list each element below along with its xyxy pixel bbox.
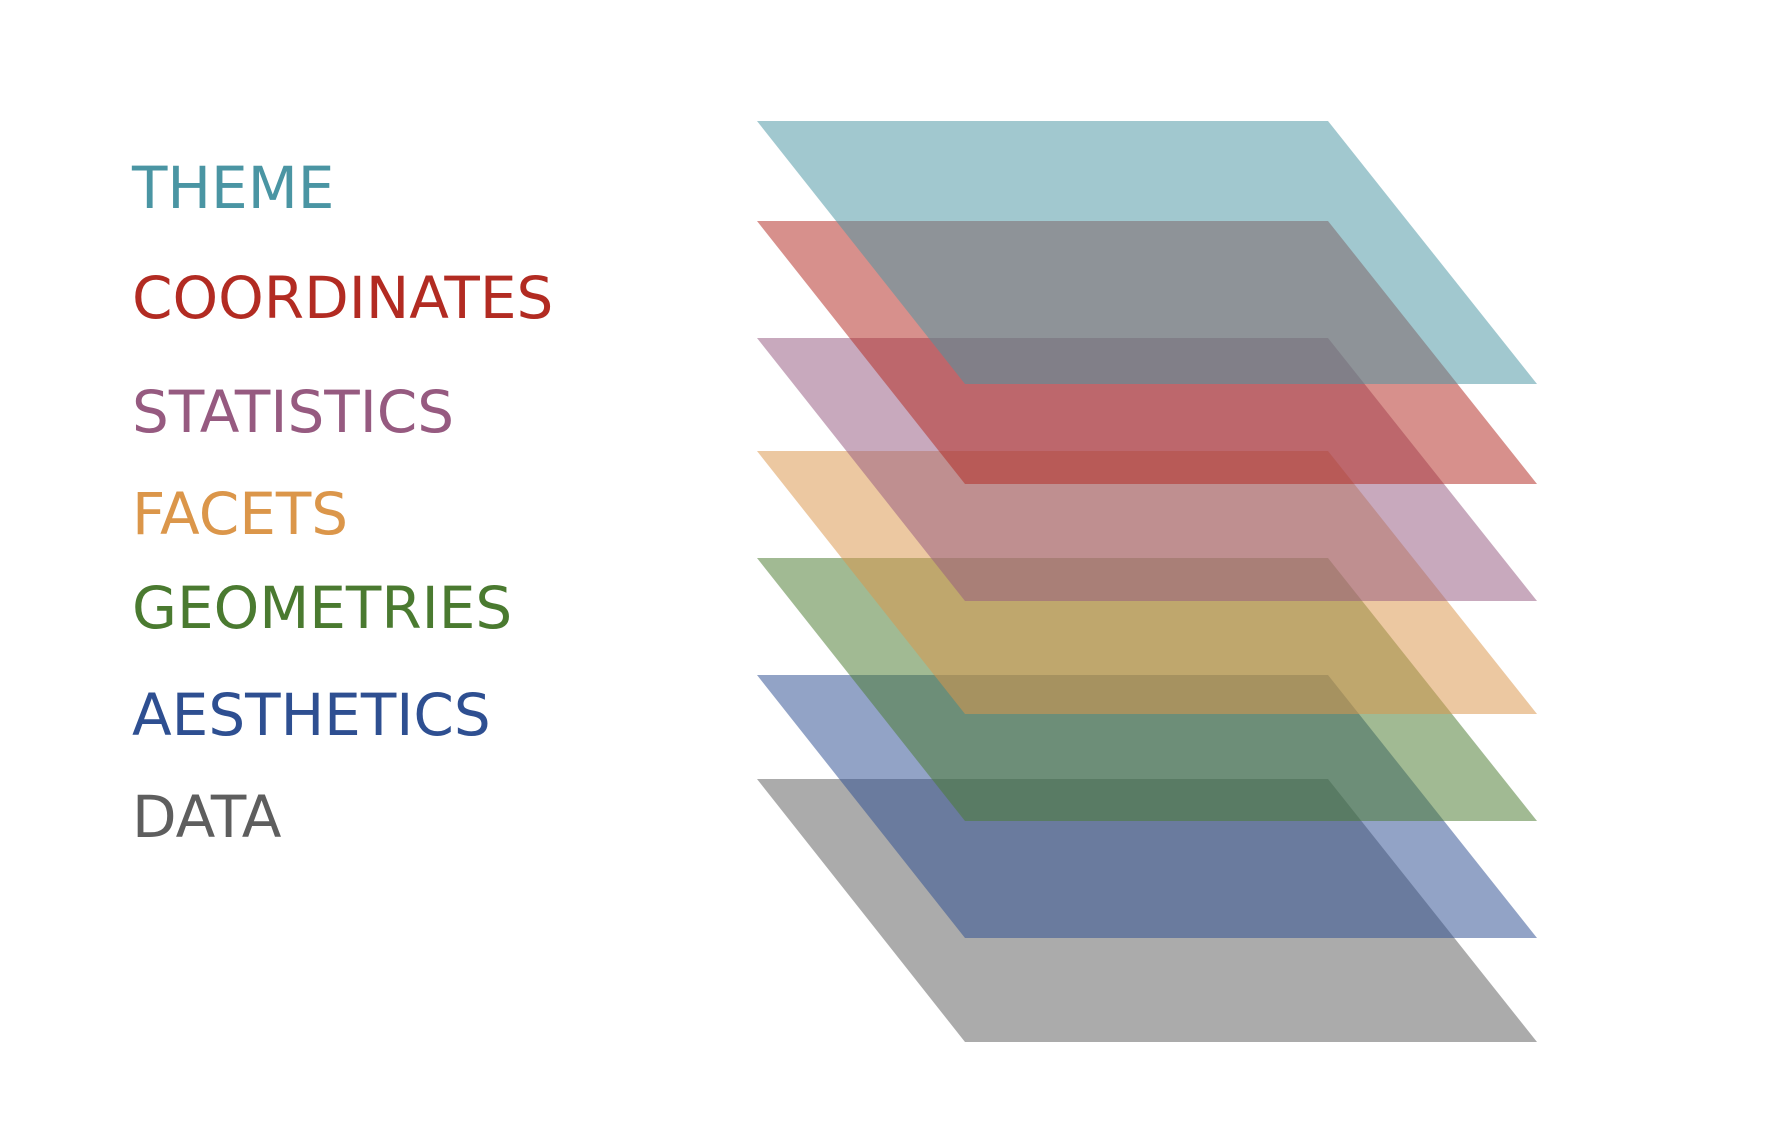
- label-aesthetics: AESTHETICS: [132, 681, 491, 749]
- label-statistics: STATISTICS: [132, 378, 454, 446]
- label-theme: THEME: [131, 154, 334, 222]
- label-data: DATA: [132, 783, 282, 851]
- layer-planes: [757, 121, 1537, 1042]
- label-facets: FACETS: [132, 480, 348, 548]
- label-coordinates: COORDINATES: [132, 264, 553, 332]
- plane-theme: [757, 121, 1537, 384]
- layer-labels: THEME COORDINATES STATISTICS FACETS GEOMETRI…: [131, 154, 553, 851]
- label-geometries: GEOMETRIES: [132, 574, 512, 642]
